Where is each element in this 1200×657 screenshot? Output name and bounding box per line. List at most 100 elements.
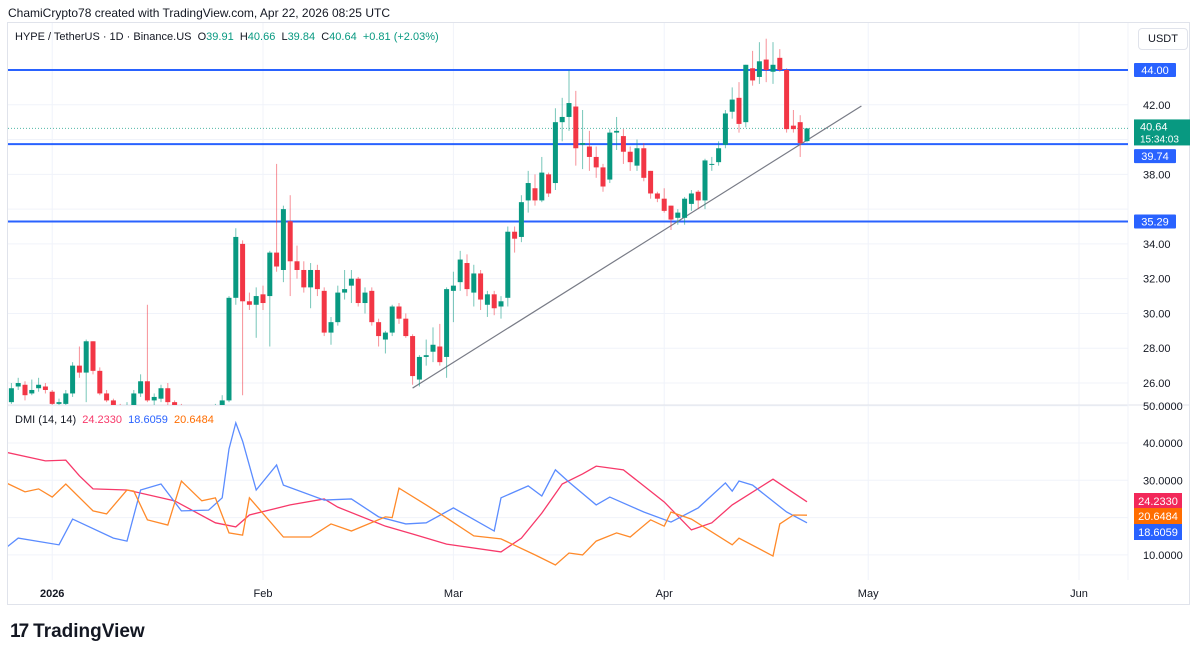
candle-body [321, 290, 327, 333]
candle-body [491, 294, 497, 309]
candle-body [736, 97, 742, 124]
level-price-badge: 44.00 [1141, 65, 1169, 77]
candle-body [743, 64, 749, 123]
price-tick-label: 34.00 [1143, 239, 1171, 251]
change-value: +0.81 (+2.03%) [362, 31, 439, 43]
candle-body [620, 136, 626, 152]
candle-body [369, 290, 375, 323]
candle-body [688, 193, 694, 204]
candle-body [661, 198, 667, 211]
candle-body [729, 99, 735, 112]
time-tick-label: Feb [254, 588, 273, 600]
candle-body [403, 318, 409, 337]
candle-body [539, 172, 545, 201]
dmi-title[interactable]: DMI (14, 14) [15, 414, 77, 426]
candle-body [376, 322, 382, 337]
candle-body [695, 191, 701, 201]
candle-body [280, 209, 286, 270]
close-value: 40.64 [329, 31, 357, 43]
dmi-tick-label: 50.0000 [1143, 401, 1183, 413]
candle-body [246, 301, 252, 305]
low-value: 39.84 [287, 31, 316, 43]
candle-body [36, 384, 42, 389]
candle-body [484, 294, 490, 305]
candle-body [437, 346, 443, 363]
price-tick-label: 26.00 [1143, 378, 1171, 390]
price-tick-label: 38.00 [1143, 169, 1171, 181]
tradingview-logo[interactable]: 17 TradingView [10, 621, 145, 643]
candle-body [42, 386, 48, 390]
dmi-legend: DMI (14, 14) 24.2330 18.6059 20.6484 [15, 414, 214, 426]
candle-body [144, 381, 150, 401]
low-label: L [281, 31, 288, 43]
candle-body [648, 170, 654, 194]
bar-countdown: 15:34:03 [1140, 134, 1179, 145]
minus-di-badge: 20.6484 [1138, 511, 1178, 523]
minus-di-value: 20.6484 [174, 414, 214, 426]
candle-body [593, 156, 599, 168]
level-price-badge-bg [1134, 214, 1176, 229]
candle-body [294, 261, 300, 270]
plus-di-badge: 18.6059 [1138, 527, 1178, 539]
candle-body [654, 193, 660, 199]
candle-body [138, 381, 144, 394]
trendline [412, 105, 862, 389]
candle-body [396, 306, 402, 319]
candle-body [348, 278, 354, 286]
candle-body [2, 395, 7, 402]
price-tick-label: 42.00 [1143, 100, 1171, 112]
dmi-pane [8, 420, 808, 566]
candle-body [682, 198, 688, 218]
candle-body [423, 355, 429, 357]
price-tick-label: 32.00 [1143, 274, 1171, 286]
candle-body [763, 59, 769, 70]
tradingview-logo-icon: 17 [10, 621, 29, 642]
time-tick-label: May [858, 588, 879, 600]
candle-body [125, 407, 130, 409]
candle-body [110, 400, 116, 405]
candle-body [253, 296, 259, 305]
candle-body [76, 365, 82, 373]
dmi-tick-label: 40.0000 [1143, 438, 1183, 450]
candle-body [444, 289, 450, 357]
level-price-badge: 39.74 [1141, 151, 1169, 163]
last-price-badge-bg [1134, 119, 1190, 146]
candle-body [716, 148, 722, 163]
candle-body [104, 393, 110, 401]
candle-body [566, 103, 572, 117]
candle-body [151, 396, 157, 401]
candle-body [464, 263, 470, 290]
candle-body [784, 70, 790, 130]
level-price-badge-bg [1134, 63, 1176, 77]
adx-badge: 24.2330 [1138, 496, 1178, 508]
candle-body [342, 289, 348, 293]
candle-body [790, 125, 796, 130]
candle-body [804, 128, 810, 142]
candle-body [709, 163, 715, 165]
level-price-badge-bg [1134, 149, 1176, 164]
candle-body [525, 183, 531, 201]
minus_di-badge-bg [1134, 508, 1182, 524]
candle-body [552, 122, 558, 184]
candle-body [308, 269, 314, 288]
dmi-tick-label: 10.0000 [1143, 550, 1183, 562]
candle-body [56, 402, 62, 404]
candle-body [777, 57, 783, 70]
time-tick-label: Mar [444, 588, 463, 600]
close-label: C [321, 31, 330, 43]
candle-body [97, 370, 103, 394]
candle-body [131, 393, 137, 405]
candle-body [301, 269, 307, 288]
candle-body [430, 344, 436, 352]
level-price-badge: 35.29 [1141, 216, 1169, 228]
currency-unit-button[interactable]: USDT [1138, 28, 1188, 50]
high-label: H [239, 31, 248, 43]
candle-body [580, 143, 586, 145]
chart-caption: ChamiCrypto78 created with TradingView.c… [8, 6, 390, 20]
candle-body [498, 301, 504, 307]
symbol-title[interactable]: HYPE / TetherUS · 1D · Binance.US [15, 31, 192, 43]
candle-body [172, 402, 178, 405]
price-tick-label: 30.00 [1143, 308, 1171, 320]
candle-body [226, 297, 232, 401]
